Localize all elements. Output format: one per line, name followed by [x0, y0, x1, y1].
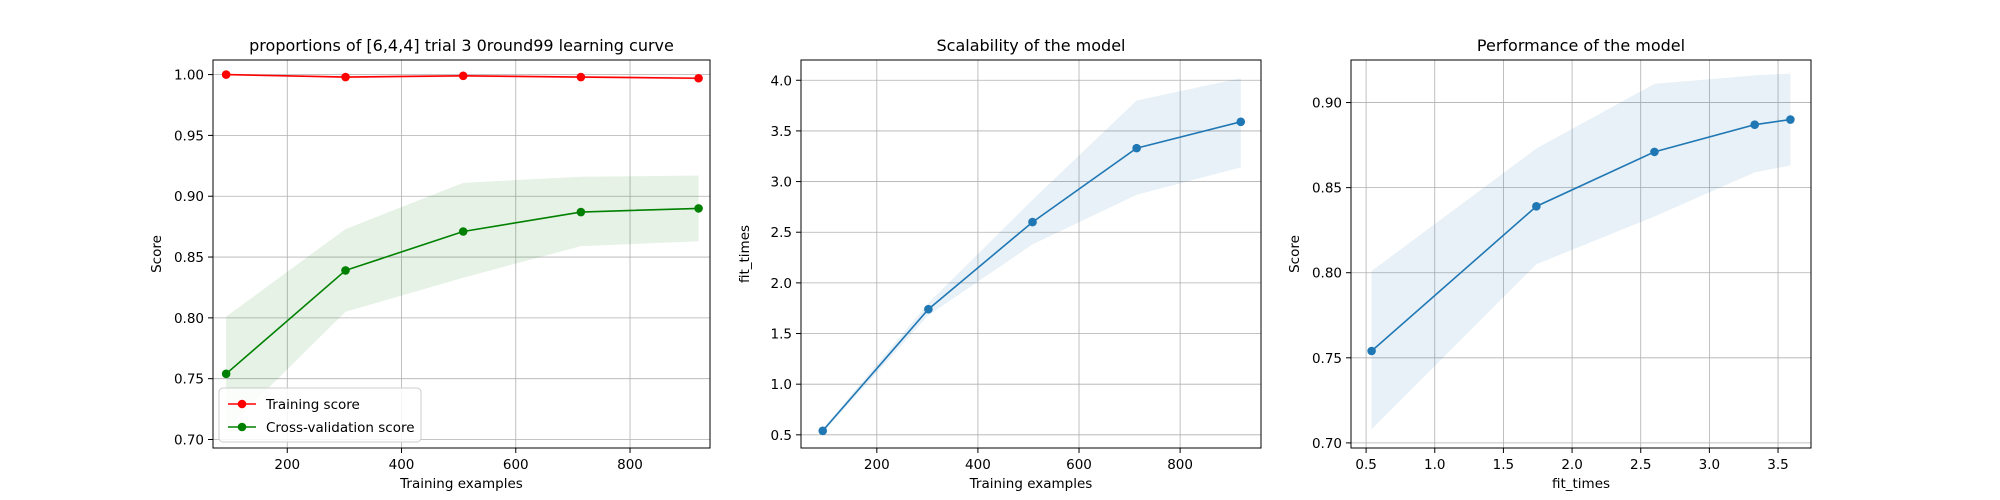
axes-frame [1350, 59, 1812, 449]
y-tick-label: 3.5 [771, 124, 792, 140]
y-tick-label: 2.0 [771, 276, 792, 292]
legend-swatch-marker [237, 422, 247, 432]
legend-swatch-marker [237, 399, 247, 409]
axes-frame [212, 59, 711, 449]
y-tick-label: 1.00 [174, 68, 204, 84]
chart-title: Performance of the model [1477, 36, 1685, 55]
data-point [1532, 202, 1541, 211]
y-axis-label: fit_times [737, 225, 753, 283]
data-point [1132, 143, 1141, 153]
x-axis-label: Training examples [399, 476, 523, 492]
data-point [694, 73, 703, 83]
data-point [1750, 120, 1760, 129]
y-tick-label: 0.85 [1312, 181, 1342, 197]
y-tick-label: 0.90 [1312, 96, 1342, 112]
y-tick-label: 0.70 [174, 432, 204, 448]
chart-1: 200 400 600 800 0.70 0.75 0.80 0.85 0.90 0.95 1.00… [149, 36, 711, 492]
y-tick-label: 0.5 [771, 428, 792, 444]
y-tick-label: 0.85 [174, 250, 204, 266]
x-tick-label: 3.0 [1699, 457, 1720, 473]
data-point [341, 266, 350, 275]
y-tick-label: 1.0 [771, 377, 792, 393]
chart-2: 200 400 600 800 0.5 1.0 1.5 2.0 2.5 3.0 3.5 4.0 Scal… [737, 36, 1262, 492]
x-axis-label: fit_times [1552, 476, 1610, 492]
y-tick-label: 1.5 [771, 327, 792, 343]
y-axis-label: Score [1287, 235, 1303, 273]
y-tick-label: 3.0 [771, 175, 792, 191]
x-tick-label: 200 [864, 457, 890, 473]
y-tick-label: 0.80 [174, 311, 204, 327]
x-tick-label: 1.5 [1493, 457, 1514, 473]
x-tick-label: 2.0 [1561, 457, 1582, 473]
y-tick-label: 0.70 [1312, 436, 1342, 452]
legend-box [218, 387, 422, 443]
y-tick-label: 2.5 [771, 225, 792, 241]
x-tick-label: 800 [617, 457, 643, 473]
confidence-band [1371, 73, 1791, 430]
data-point [458, 71, 468, 81]
x-tick-label: 1.0 [1424, 457, 1445, 473]
y-tick-label: 0.75 [174, 372, 204, 388]
data-point [694, 204, 703, 213]
chart-title: proportions of [6,4,4] trial 3 0round99 … [249, 36, 674, 55]
x-tick-label: 800 [1167, 457, 1193, 473]
data-point [458, 227, 468, 236]
legend-entry-label: Training score [265, 397, 360, 413]
x-axis-label: Training examples [969, 476, 1093, 492]
x-tick-label: 400 [389, 457, 415, 473]
x-tick-label: 3.5 [1767, 457, 1788, 473]
data-point [1786, 115, 1795, 124]
data-point [576, 207, 586, 217]
data-point [1028, 217, 1037, 227]
x-tick-label: 200 [274, 457, 300, 473]
data-point [1650, 147, 1659, 157]
data-point [221, 70, 231, 79]
y-tick-label: 0.95 [174, 128, 204, 144]
confidence-band [226, 175, 699, 430]
axes-frame [800, 59, 1262, 449]
y-tick-label: 4.0 [771, 73, 792, 89]
confidence-band [822, 78, 1241, 433]
data-point [576, 72, 586, 82]
legend-entry-label: Cross-validation score [266, 420, 415, 436]
data-point [924, 304, 933, 314]
x-tick-label: 400 [965, 457, 991, 473]
x-tick-label: 0.5 [1355, 457, 1376, 473]
data-point [818, 426, 828, 436]
data-point [341, 72, 350, 82]
data-point [1236, 117, 1246, 127]
chart-title: Scalability of the model [937, 36, 1126, 55]
y-tick-label: 0.80 [1312, 266, 1342, 282]
data-point [221, 369, 231, 379]
y-axis-label: Score [149, 235, 165, 273]
x-tick-label: 2.5 [1630, 457, 1651, 473]
y-tick-label: 0.90 [174, 189, 204, 205]
x-tick-label: 600 [503, 457, 529, 473]
legend: Training score Cross-validation score [218, 387, 422, 443]
chart-3: 0.5 1.0 1.5 2.0 2.5 3.0 3.5 0.70 0.75 0.80 0.85 0.9… [1287, 36, 1812, 492]
data-point [1367, 346, 1376, 356]
y-tick-label: 0.75 [1312, 351, 1342, 367]
x-tick-label: 600 [1066, 457, 1092, 473]
